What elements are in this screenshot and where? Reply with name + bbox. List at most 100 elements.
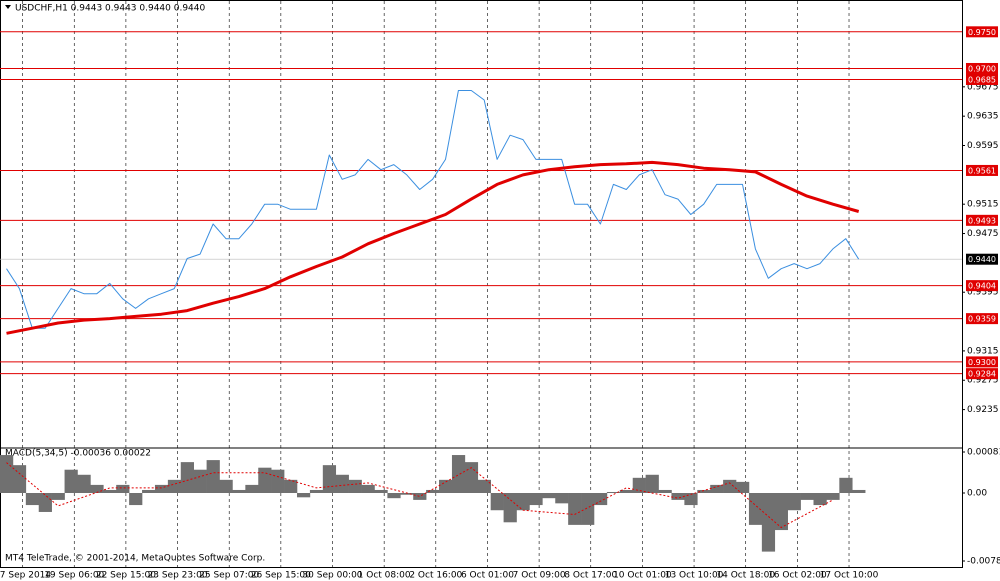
x-tick-label: 30 Sep 00:00: [302, 571, 362, 581]
y-tick-label: 0.9475: [967, 229, 999, 239]
macd-bar: [748, 493, 763, 525]
y-tick-label: 0.9275: [967, 376, 999, 386]
x-tick-label: 14 Oct 18:00: [716, 571, 775, 581]
x-tick-label: 17 Sep 2014: [0, 571, 51, 581]
macd-bar: [490, 493, 504, 511]
macd-bar: [761, 493, 776, 552]
price-line: [6, 160, 860, 335]
x-tick-label: 13 Oct 10:00: [665, 571, 724, 581]
level-label: 0.9404: [968, 282, 996, 291]
level-label: 0.9300: [968, 358, 996, 367]
macd-bar: [529, 493, 543, 506]
signal-line: [6, 462, 834, 529]
y-tick-label: 0.9635: [967, 112, 999, 122]
macd-bar: [503, 493, 517, 523]
macd-bar: [839, 477, 853, 493]
level-box: [966, 280, 998, 292]
macd-bar: [77, 474, 91, 493]
macd-bar: [800, 493, 814, 500]
macd-bar: [439, 479, 453, 493]
y-tick-label: 0.9395: [967, 288, 999, 298]
macd-bar: [38, 493, 52, 512]
macd-bar: [271, 469, 285, 493]
plot-frame: [0, 0, 963, 568]
level-label: 0.9700: [968, 64, 996, 73]
level-label: 0.9685: [968, 75, 996, 84]
y-tick-label: 0.9315: [967, 346, 999, 356]
macd-bar: [516, 493, 530, 511]
macd-bar: [787, 493, 801, 511]
macd-bar: [309, 489, 324, 493]
macd-bar: [852, 489, 866, 493]
macd-bar: [142, 489, 156, 493]
macd-bar: [180, 462, 194, 493]
level-label: 0.9750: [968, 28, 996, 37]
level-box: [966, 356, 998, 368]
macd-bar: [245, 484, 259, 493]
current-price-box: [966, 253, 998, 265]
macd-bar: [51, 493, 65, 500]
level-box: [966, 368, 998, 380]
macd-bar: [116, 484, 130, 493]
macd-bar: [645, 474, 659, 493]
macd-bar: [451, 455, 466, 493]
macd-bar: [25, 493, 40, 506]
macd-bar: [555, 493, 569, 504]
macd-bar: [400, 493, 414, 495]
macd-bar: [710, 484, 724, 493]
macd-bar: [723, 479, 737, 493]
macd-bar: [658, 489, 672, 493]
y-tick-label: 0.9675: [967, 82, 999, 92]
y-tick-label: 0.00081: [967, 448, 1000, 458]
macd-bar: [606, 491, 621, 493]
macd-bar: [568, 493, 582, 525]
macd-bar: [581, 493, 595, 525]
x-tick-label: 10 Oct 01:00: [613, 571, 672, 581]
macd-bar: [542, 493, 556, 499]
x-tick-label: 8 Oct 17:00: [564, 571, 617, 581]
macd-bar: [477, 479, 491, 493]
macd-bar: [593, 493, 608, 506]
macd-bar: [296, 493, 311, 498]
x-tick-label: 7 Oct 09:00: [513, 571, 566, 581]
macd-bar: [671, 493, 685, 500]
macd-bar: [736, 481, 750, 493]
chart-title: USDCHF,H1 0.9443 0.9443 0.9440 0.9440: [15, 4, 205, 14]
footer: MT4 TeleTrade, © 2001-2014, MetaQuotes S…: [5, 554, 265, 564]
level-label: 0.9561: [968, 166, 996, 175]
macd-bar: [413, 493, 427, 500]
y-tick-label: 0.00: [967, 489, 987, 499]
macd-bar: [697, 489, 711, 493]
macd-bar: [387, 493, 401, 499]
level-box: [966, 62, 998, 74]
level-box: [966, 164, 998, 176]
macd-bar: [0, 455, 14, 493]
y-tick-label: -0.00789: [967, 557, 1000, 567]
macd-bar: [232, 489, 246, 493]
macd-bar: [12, 465, 27, 493]
macd-bar: [361, 484, 375, 493]
macd-bar: [103, 489, 117, 493]
macd-bar: [348, 479, 362, 493]
macd-bar: [284, 479, 298, 493]
x-tick-label: 19 Sep 06:00: [44, 571, 104, 581]
macd-title: MACD(5,34,5) -0.00036 0.00022: [5, 449, 151, 459]
x-tick-label: 16 Oct 02:00: [768, 571, 827, 581]
macd-bar: [813, 493, 827, 506]
macd-bar: [154, 484, 169, 493]
x-tick-label: 17 Oct 10:00: [820, 571, 879, 581]
macd-bar: [322, 465, 337, 493]
level-box: [966, 214, 998, 226]
macd-bar: [64, 469, 78, 493]
macd-bar: [684, 493, 698, 506]
macd-bar: [206, 460, 220, 493]
level-label: 0.9284: [968, 370, 996, 379]
x-tick-label: 6 Oct 01:00: [461, 571, 514, 581]
x-tick-label: 22 Sep 15:00: [96, 571, 156, 581]
macd-bar: [464, 462, 479, 493]
x-tick-label: 26 Sep 15:00: [251, 571, 311, 581]
macd-bar: [632, 477, 646, 493]
macd-bar: [774, 493, 788, 531]
menu-icon[interactable]: [5, 5, 11, 9]
